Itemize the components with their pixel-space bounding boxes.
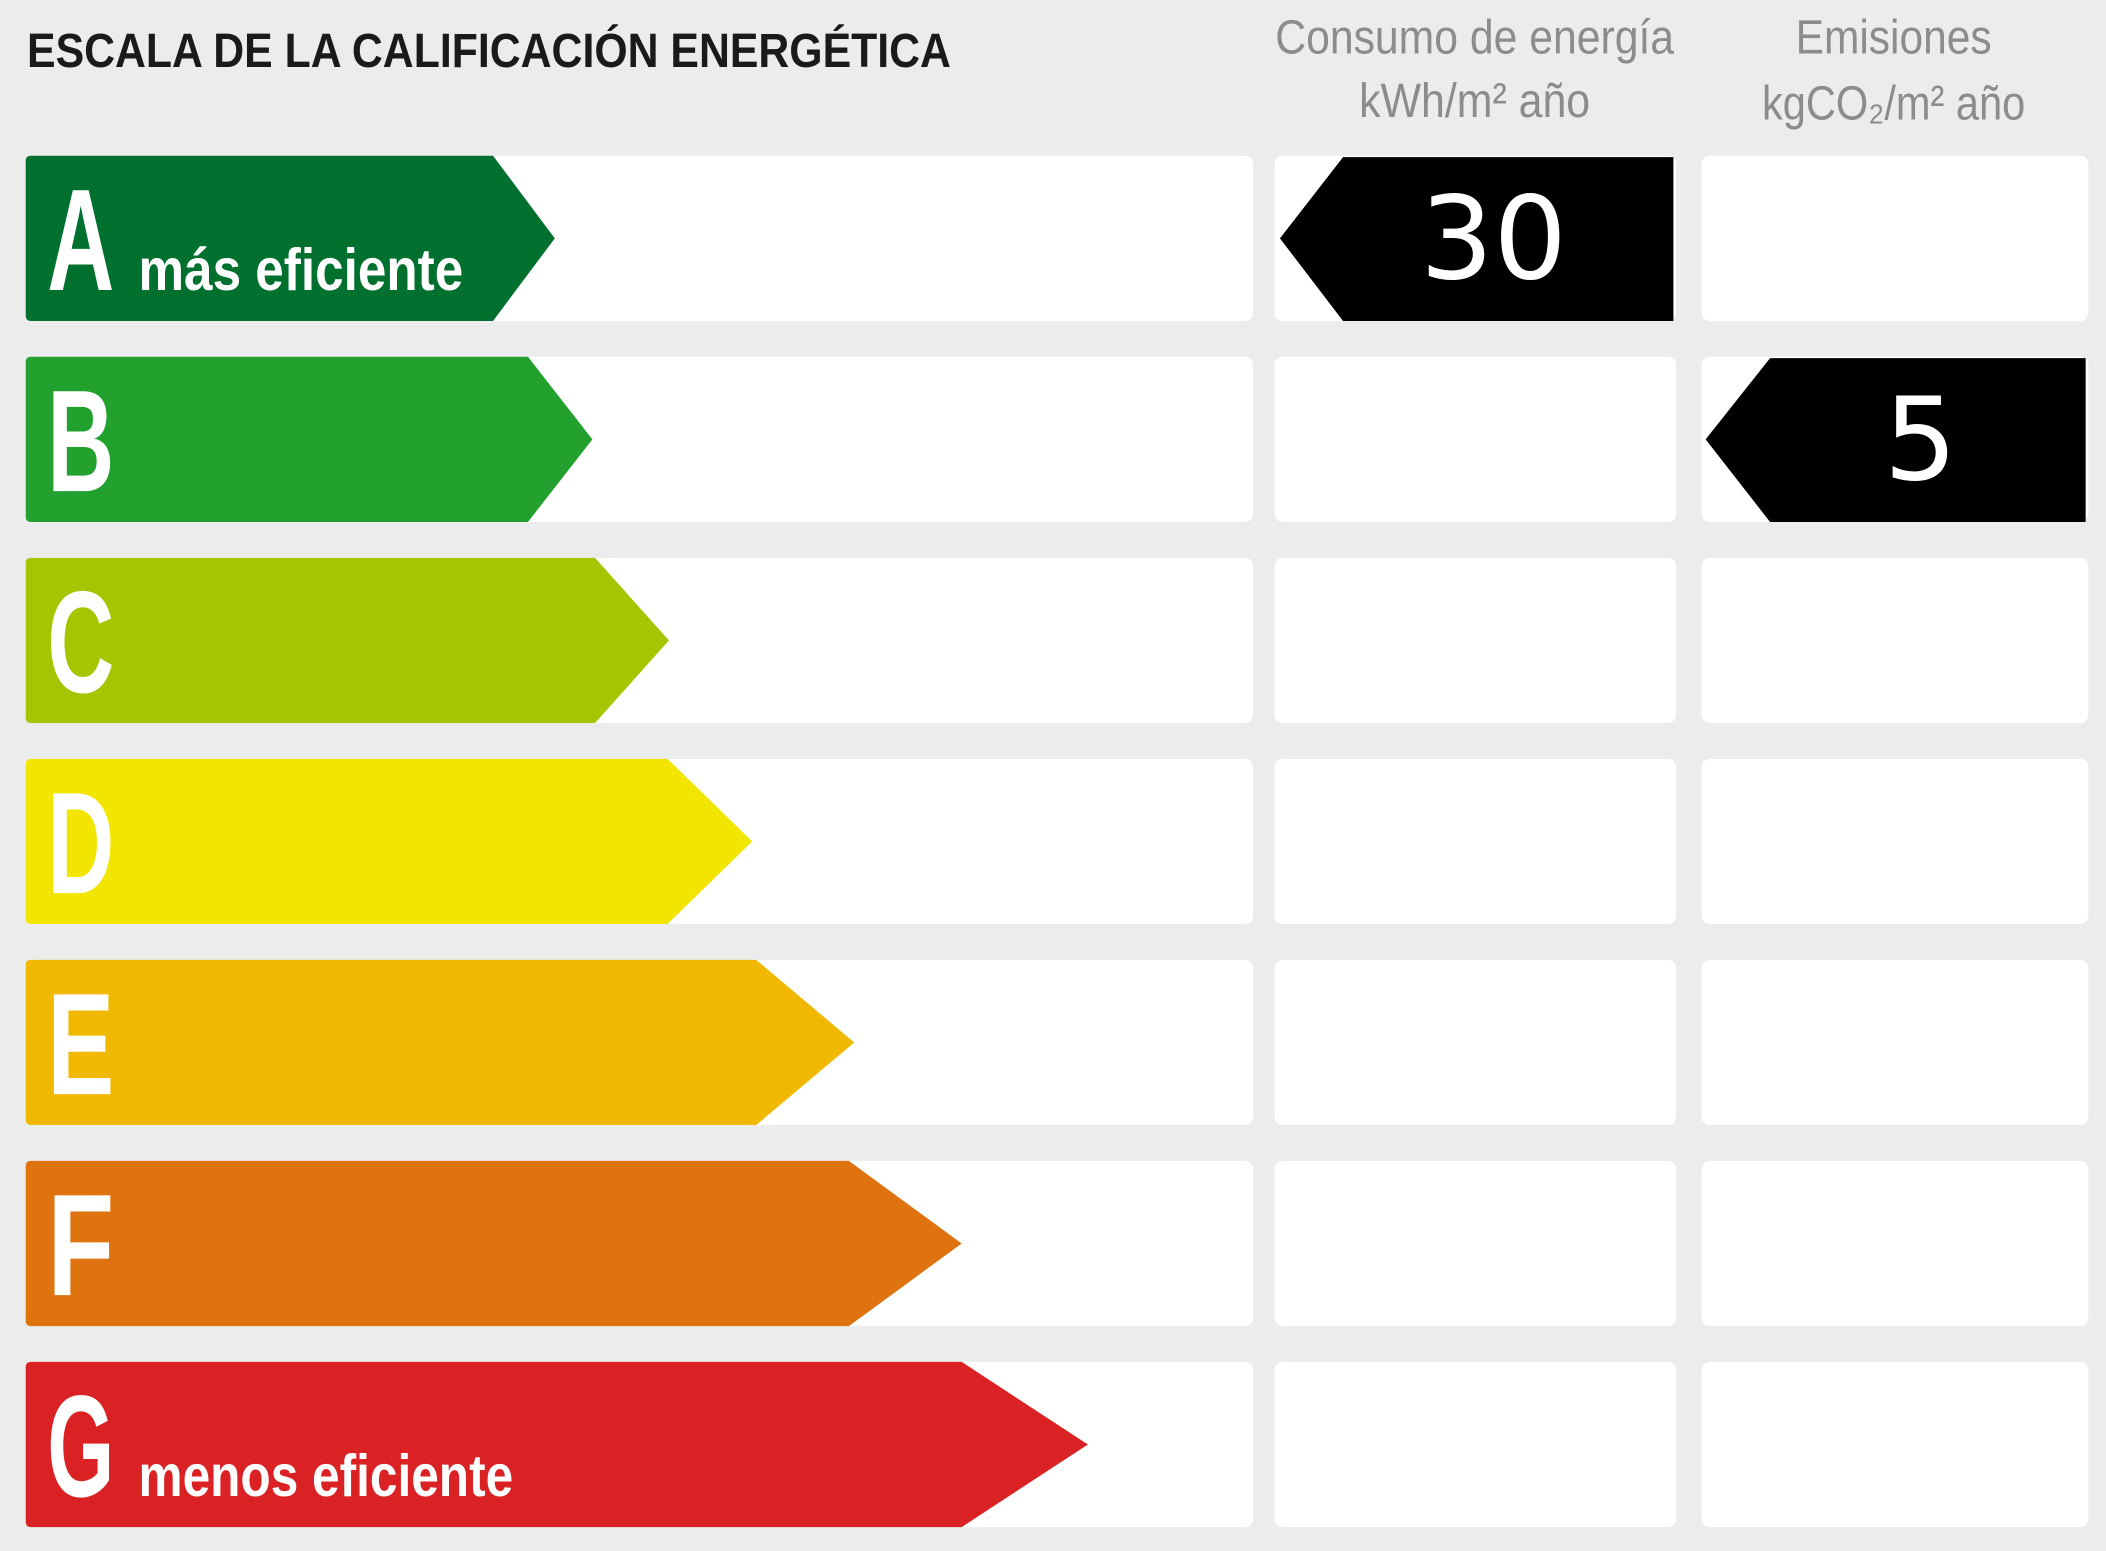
rating-label: más eficiente — [139, 237, 464, 303]
indicator-value: 5 — [1884, 374, 1957, 508]
value-box — [1701, 155, 2089, 321]
value-box — [1701, 1361, 2089, 1528]
rating-arrow — [25, 758, 753, 925]
column-title: Emisiones — [1796, 11, 1992, 65]
value-box — [1274, 557, 1677, 723]
rating-arrow — [25, 1361, 1088, 1528]
indicator-value: 30 — [1420, 173, 1567, 307]
rating-letter: E — [47, 963, 114, 1125]
value-box — [1274, 959, 1677, 1126]
value-box — [1701, 959, 2089, 1126]
indicator-arrow — [1279, 157, 1674, 321]
rating-letter: C — [47, 561, 114, 723]
value-box — [1274, 1361, 1677, 1528]
column-title: Consumo de energía — [1275, 11, 1674, 65]
rating-letter: D — [47, 762, 114, 924]
rating-arrow — [25, 557, 669, 723]
indicator-arrow — [1705, 358, 2086, 522]
value-box — [1701, 1160, 2089, 1327]
title: ESCALA DE LA CALIFICACIÓN ENERGÉTICA — [27, 23, 951, 78]
value-box — [1274, 758, 1677, 925]
rating-arrow — [25, 959, 855, 1126]
column-unit: kgCO₂/m² año — [1762, 77, 2025, 131]
column-unit: kWh/m² año — [1359, 74, 1590, 128]
rating-letter: F — [47, 1164, 114, 1326]
rating-arrow — [25, 155, 555, 321]
value-box — [1701, 758, 2089, 925]
rating-arrow — [25, 1160, 962, 1327]
rating-letter: G — [47, 1365, 114, 1527]
rating-letter: B — [47, 360, 114, 522]
value-box — [1701, 557, 2089, 723]
rating-letter: A — [47, 159, 114, 321]
rating-label: menos eficiente — [139, 1443, 514, 1509]
value-box — [1274, 1160, 1677, 1327]
value-box — [1274, 356, 1677, 522]
rating-arrow — [25, 356, 593, 522]
